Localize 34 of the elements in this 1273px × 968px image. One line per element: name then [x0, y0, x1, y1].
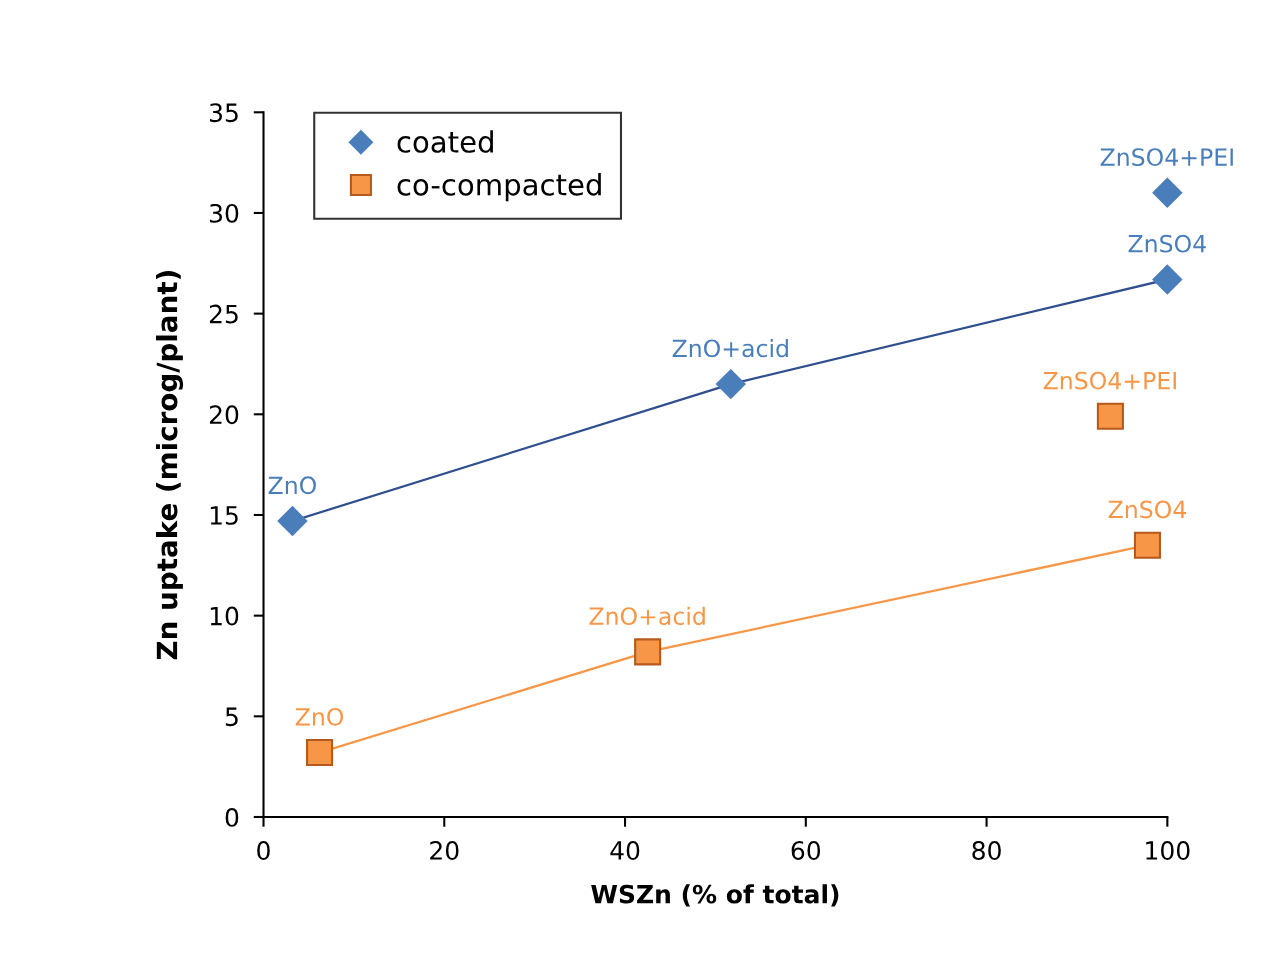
point	[634, 638, 662, 666]
y-tick-label: 20	[209, 405, 239, 425]
y-tick-label: 35	[209, 103, 238, 123]
point	[1152, 178, 1183, 208]
x-tick-label: 20	[430, 841, 459, 860]
y-axis-title: Zn uptake (microg/plant)	[155, 271, 184, 660]
data-label: ZnO	[295, 707, 344, 726]
x-axis-title: WSZn (% of total)	[591, 884, 839, 907]
x-tick-label: 80	[972, 841, 1001, 860]
y-tick-label: 0	[225, 807, 239, 827]
x-tick-label: 0	[257, 841, 270, 860]
data-label: ZnSO4	[1128, 234, 1206, 253]
data-label: ZnSO4+PEI	[1043, 371, 1176, 390]
y-tick-label: 10	[210, 606, 239, 626]
data-label: ZnSO4+PEI	[1100, 148, 1233, 167]
legend-label: co-compacted	[397, 173, 601, 202]
x-tick-label: 40	[610, 841, 640, 860]
point	[1152, 264, 1183, 295]
y-tick-label: 15	[210, 506, 238, 525]
legend-label: coated	[397, 130, 493, 153]
data-label: ZnO	[268, 476, 316, 495]
y-tick-label: 25	[209, 304, 238, 324]
point	[1096, 402, 1124, 430]
point	[277, 506, 308, 536]
data-label: ZnO+acid	[672, 339, 788, 358]
point	[306, 739, 334, 767]
y-tick-label: 30	[209, 203, 239, 223]
point	[1133, 531, 1161, 559]
x-tick-label: 60	[791, 841, 821, 860]
x-tick-label: 100	[1146, 841, 1190, 860]
data-label: ZnSO4	[1108, 500, 1186, 519]
point	[716, 369, 746, 399]
y-tick-label: 5	[225, 707, 238, 727]
data-label: ZnO+acid	[589, 606, 705, 626]
